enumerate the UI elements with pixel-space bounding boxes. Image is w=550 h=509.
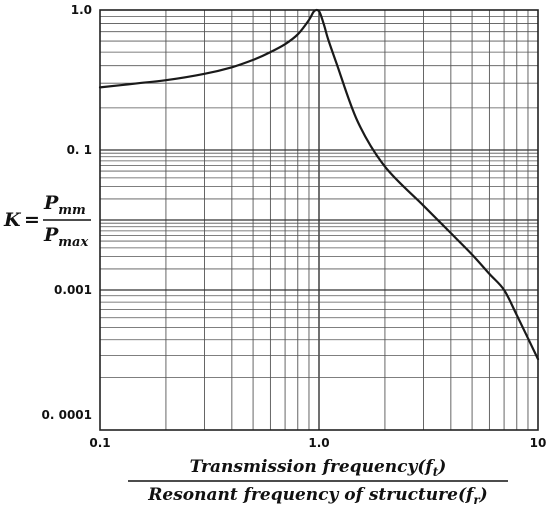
x-axis-label: Transmission frequency(ft) Resonant freq… (128, 457, 508, 507)
y-label-equals: = (24, 209, 40, 231)
x-tick-label-0: 0.1 (89, 436, 110, 450)
series-layer (98, 8, 540, 361)
y-label-numerator: Pmm (43, 192, 86, 218)
y-label-lhs: K (3, 209, 22, 231)
x-label-denominator: Resonant frequency of structure(fr) (147, 485, 487, 507)
x-tick-label-1: 1.0 (308, 436, 329, 450)
y-label-denominator: Pmax (43, 224, 88, 250)
y-axis-label: K = Pmm Pmax (3, 192, 91, 250)
x-tick-label-2: 10 (530, 436, 547, 450)
y-tick-label-1: 0. 1 (67, 143, 92, 157)
tick-labels: 0.1 1.0 10 1.0 0. 1 0.001 0. 0001 (42, 3, 547, 450)
y-tick-label-0: 1.0 (71, 3, 92, 17)
series-line-0 (98, 8, 540, 361)
y-tick-label-2: 0.001 (54, 283, 92, 297)
x-label-numerator: Transmission frequency(ft) (190, 457, 447, 479)
grid (100, 10, 538, 430)
y-tick-label-3: 0. 0001 (42, 408, 92, 422)
